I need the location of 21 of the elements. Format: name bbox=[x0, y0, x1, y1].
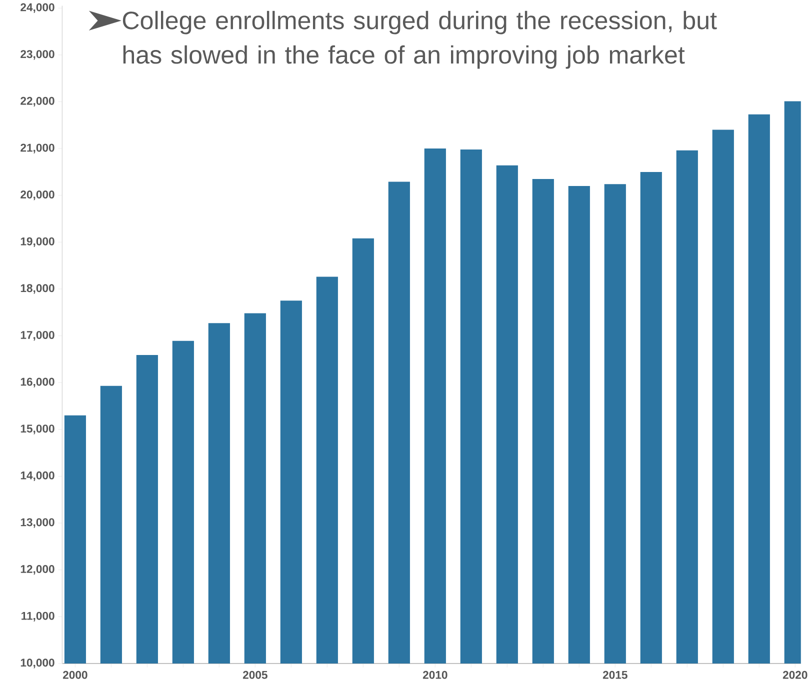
y-tick-label: 20,000 bbox=[20, 190, 54, 200]
y-tick-label: 16,000 bbox=[20, 378, 54, 388]
y-tick-label: 23,000 bbox=[20, 50, 54, 60]
y-tick-label: 10,000 bbox=[20, 658, 54, 668]
y-tick-label: 19,000 bbox=[20, 237, 54, 247]
x-tick-label: 2015 bbox=[602, 670, 628, 679]
x-tick-label: 2000 bbox=[62, 670, 88, 679]
y-tick-label: 15,000 bbox=[20, 424, 54, 434]
y-tick-label: 18,000 bbox=[20, 284, 54, 294]
x-tick-label: 2020 bbox=[782, 670, 808, 679]
text: College enrollments surged during the recession, but has slowed in the face of an improving job market bbox=[122, 10, 717, 69]
x-tick-label: 2010 bbox=[422, 670, 448, 679]
y-tick-label: 14,000 bbox=[20, 471, 54, 481]
y-tick-label: 17,000 bbox=[20, 330, 54, 341]
y-tick-label: 21,000 bbox=[20, 144, 54, 154]
x-tick-label: 2005 bbox=[242, 670, 268, 679]
y-tick-label: 24,000 bbox=[20, 3, 54, 13]
y-tick-label: 12,000 bbox=[20, 564, 54, 575]
y-tick-label: 11,000 bbox=[22, 612, 54, 622]
y-tick-label: 13,000 bbox=[20, 518, 54, 528]
y-tick-label: 22,000 bbox=[20, 96, 54, 106]
